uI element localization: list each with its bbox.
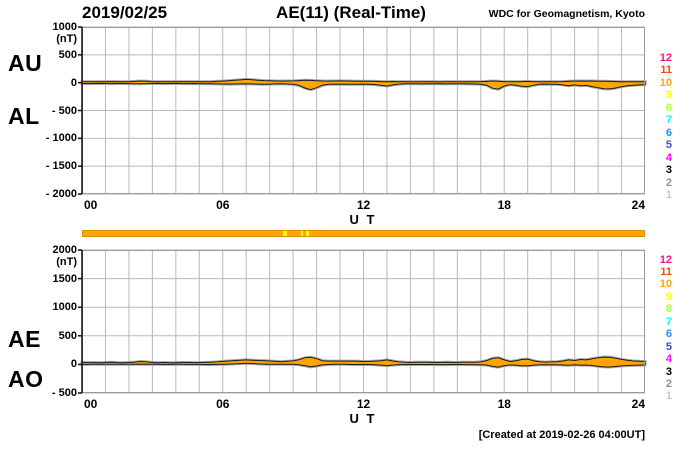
station-number-4: 4	[665, 151, 672, 164]
station-number-11: 11	[660, 265, 672, 278]
station-number-10: 10	[659, 278, 672, 291]
station-number-8: 8	[665, 303, 672, 316]
station-number-9: 9	[665, 290, 672, 303]
x-tick-label: 06	[216, 397, 230, 411]
wdc-credit: WDC for Geomagnetism, Kyoto	[488, 8, 645, 20]
y-tick-label: - 1500	[45, 160, 77, 173]
y-tick-label: - 2000	[45, 188, 77, 200]
station-number-2: 2	[665, 176, 672, 189]
ut-axis-label-bottom: U T	[349, 411, 377, 426]
ao-label: AO	[8, 366, 44, 392]
station-number-7: 7	[665, 315, 672, 328]
y-tick-label: 1000	[52, 301, 77, 314]
ut-axis-label-top: U T	[349, 212, 377, 227]
created-timestamp: [Created at 2019-02-26 04:00UT]	[478, 429, 645, 441]
x-tick-label: 00	[84, 397, 98, 411]
x-tick-label: 00	[84, 198, 98, 212]
availability-gap	[301, 231, 304, 236]
al-label: AL	[8, 103, 40, 129]
station-number-6: 6	[665, 328, 672, 341]
y-tick-label: 0	[70, 76, 77, 89]
y-axis-unit: (nT)	[56, 256, 77, 268]
station-number-1: 1	[665, 189, 672, 201]
station-number-11: 11	[660, 64, 672, 76]
x-tick-label: 06	[216, 198, 230, 212]
station-number-1: 1	[665, 390, 672, 403]
station-number-5: 5	[665, 139, 672, 151]
y-tick-label: 0	[70, 358, 77, 371]
y-tick-label: - 500	[51, 387, 77, 399]
station-number-8: 8	[665, 101, 672, 114]
station-number-7: 7	[665, 114, 672, 126]
y-tick-label: 500	[58, 329, 77, 342]
au-al-chart	[78, 26, 647, 195]
station-number-2: 2	[665, 378, 672, 390]
station-number-4: 4	[665, 353, 672, 366]
x-tick-label: 24	[631, 198, 645, 212]
x-tick-label: 18	[497, 397, 511, 411]
x-tick-label: 18	[497, 198, 511, 212]
y-tick-label: 1500	[52, 272, 77, 285]
station-number-12: 12	[659, 51, 672, 64]
ae-label: AE	[8, 326, 41, 352]
station-number-12: 12	[659, 253, 672, 266]
x-tick-label: 24	[631, 397, 645, 411]
y-tick-label: 2000	[52, 244, 77, 256]
y-axis-unit: (nT)	[56, 33, 77, 45]
plot-title: AE(11) (Real-Time)	[276, 3, 426, 22]
x-tick-label: 12	[356, 198, 371, 212]
ae-ao-chart	[78, 249, 647, 394]
station-number-5: 5	[665, 340, 672, 353]
au-label: AU	[8, 50, 43, 76]
station-number-3: 3	[665, 164, 672, 176]
availability-gap	[283, 231, 288, 236]
station-number-6: 6	[665, 126, 672, 139]
station-availability-bar	[82, 230, 645, 237]
x-tick-label: 12	[356, 397, 371, 411]
y-tick-label: - 1000	[45, 132, 77, 145]
plot-date: 2019/02/25	[82, 3, 168, 22]
y-tick-label: 500	[58, 48, 77, 61]
station-number-9: 9	[665, 89, 672, 101]
station-number-3: 3	[665, 365, 672, 378]
availability-gap	[305, 231, 309, 236]
station-number-10: 10	[659, 76, 672, 89]
y-tick-label: 1000	[52, 21, 77, 33]
y-tick-label: - 500	[51, 104, 77, 117]
